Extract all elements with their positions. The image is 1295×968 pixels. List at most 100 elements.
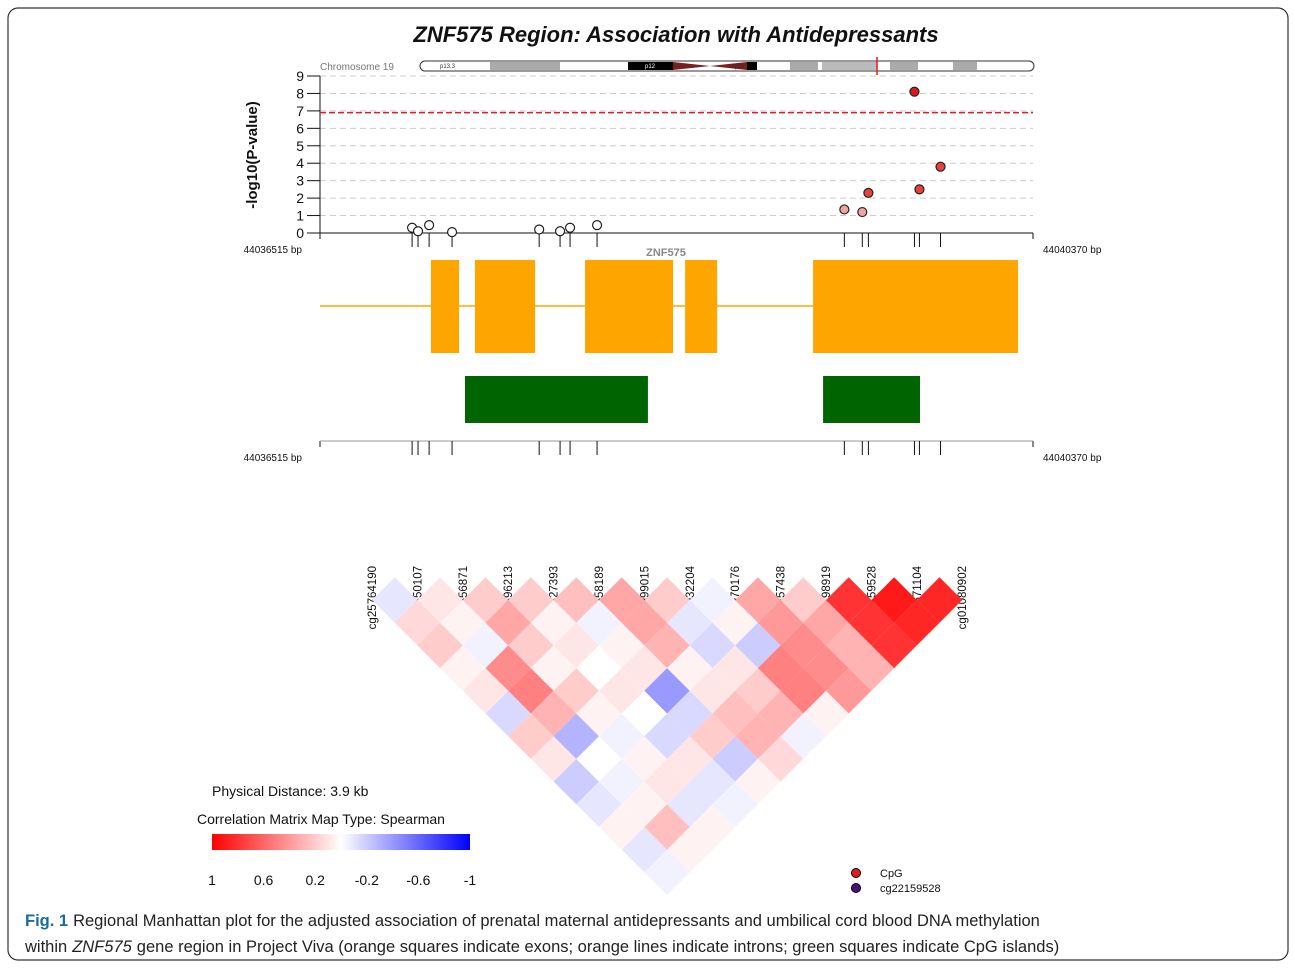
distance-label: Physical Distance: 3.9 kb bbox=[212, 783, 369, 799]
correlation-cell bbox=[508, 668, 554, 714]
correlation-cell bbox=[599, 758, 645, 805]
correlation-cell bbox=[644, 713, 690, 759]
frame bbox=[7, 7, 1289, 961]
point bbox=[857, 206, 868, 218]
y-tick-label: 6 bbox=[296, 120, 304, 136]
legend-swatch bbox=[851, 883, 861, 893]
correlation-cell bbox=[644, 622, 690, 669]
correlation-cell bbox=[394, 600, 441, 646]
point bbox=[564, 222, 576, 233]
correlation-cell bbox=[530, 736, 577, 782]
point bbox=[554, 226, 566, 237]
exon bbox=[685, 260, 718, 353]
correlation-cell bbox=[667, 600, 713, 646]
legend-label: CpG bbox=[880, 868, 903, 880]
gene-label: ZNF575 bbox=[646, 247, 686, 259]
caption-text: Regional Manhattan plot for the adjusted… bbox=[73, 912, 1040, 930]
y-tick-label: 1 bbox=[296, 208, 304, 224]
correlation-cell bbox=[712, 600, 758, 646]
correlation-cell bbox=[417, 577, 463, 623]
correlation-cell bbox=[576, 690, 622, 737]
correlation-cell bbox=[599, 668, 645, 714]
y-tick-label: 4 bbox=[296, 155, 304, 171]
correlation-cell bbox=[485, 600, 531, 646]
caption-gene: ZNF575 bbox=[71, 938, 132, 956]
correlation-cell bbox=[780, 713, 826, 759]
band-label: p12 bbox=[645, 64, 656, 70]
correlation-cell bbox=[712, 736, 758, 782]
point bbox=[863, 187, 874, 198]
correlation-cell bbox=[803, 690, 849, 737]
correlation-cell bbox=[667, 736, 713, 782]
correlation-cell bbox=[667, 781, 713, 827]
correlation-cell bbox=[667, 827, 713, 873]
correlation-cell bbox=[508, 577, 554, 623]
point bbox=[534, 224, 545, 235]
correlation-cell bbox=[621, 781, 668, 827]
x-tick-label: 44036515 bp bbox=[244, 453, 303, 464]
correlation-cell bbox=[553, 622, 599, 669]
correlation-cell bbox=[644, 849, 690, 896]
correlation-cell bbox=[553, 713, 599, 759]
correlation-cell bbox=[735, 577, 781, 623]
colorbar-tick-label: 0.2 bbox=[305, 872, 325, 888]
correlation-cell bbox=[735, 668, 781, 714]
legend-label: cg22159528 bbox=[880, 883, 941, 895]
correlation-cell bbox=[621, 827, 668, 873]
point bbox=[412, 226, 424, 237]
correlation-cell bbox=[553, 758, 599, 805]
correlation-cell bbox=[689, 804, 736, 850]
map-type-label: Correlation Matrix Map Type: Spearman bbox=[197, 811, 445, 827]
correlation-cell bbox=[826, 668, 872, 714]
exon bbox=[585, 260, 674, 353]
correlation-cell bbox=[599, 622, 645, 669]
colorbar-tick-label: 0.6 bbox=[254, 872, 274, 888]
y-tick-label: 2 bbox=[296, 190, 304, 206]
exon bbox=[474, 260, 536, 353]
correlation-cell bbox=[644, 668, 690, 714]
y-axis-label: -log10(P-value) bbox=[244, 101, 261, 209]
exon bbox=[430, 260, 460, 353]
colorbar bbox=[212, 834, 470, 850]
point bbox=[909, 86, 920, 97]
x-tick-label: 44036515 bp bbox=[244, 245, 303, 256]
correlation-cell bbox=[757, 736, 804, 782]
colorbar-tick-label: -0.6 bbox=[406, 872, 430, 888]
x-tick-label: 44040370 bp bbox=[1043, 245, 1102, 256]
correlation-cell bbox=[689, 577, 736, 623]
correlation-cell bbox=[712, 645, 758, 691]
correlation-cell bbox=[621, 690, 668, 737]
correlation-cell bbox=[871, 622, 917, 669]
cpg-label: cg01080902 bbox=[957, 566, 969, 629]
caption-line: within ZNF575 gene region in Project Viva … bbox=[24, 938, 1059, 956]
colorbar-tick-label: -0.2 bbox=[355, 872, 379, 888]
y-tick-label: 3 bbox=[296, 173, 304, 189]
correlation-cell bbox=[530, 645, 577, 691]
cpg-label: cg25764190 bbox=[367, 566, 379, 629]
y-tick-label: 7 bbox=[296, 103, 304, 119]
correlation-cell bbox=[621, 600, 668, 646]
point bbox=[935, 161, 946, 172]
colorbar-tick-label: 1 bbox=[208, 872, 216, 888]
legend-swatch bbox=[851, 868, 861, 878]
correlation-cell bbox=[916, 577, 963, 623]
correlation-cell bbox=[712, 781, 758, 827]
y-tick-label: 9 bbox=[296, 68, 304, 84]
correlation-cell bbox=[372, 577, 418, 623]
chromosome-label: Chromosome 19 bbox=[320, 62, 394, 73]
chart-title: ZNF575 Region: Association with Antidepr… bbox=[412, 22, 938, 47]
caption-line: Fig. 1 Regional Manhattan plot for the ad… bbox=[25, 912, 1040, 930]
caption-text: gene region in Project Viva (orange squa… bbox=[137, 938, 1059, 956]
caption-label: Fig. 1 bbox=[25, 912, 68, 930]
y-tick-label: 0 bbox=[296, 225, 304, 241]
correlation-cell bbox=[735, 713, 781, 759]
correlation-cell bbox=[894, 600, 940, 646]
correlation-cell bbox=[553, 668, 599, 714]
correlation-cell bbox=[530, 600, 577, 646]
colorbar-tick-label: -1 bbox=[464, 872, 477, 888]
correlation-cell bbox=[644, 758, 690, 805]
point bbox=[424, 220, 435, 231]
cpg-island bbox=[465, 376, 648, 423]
